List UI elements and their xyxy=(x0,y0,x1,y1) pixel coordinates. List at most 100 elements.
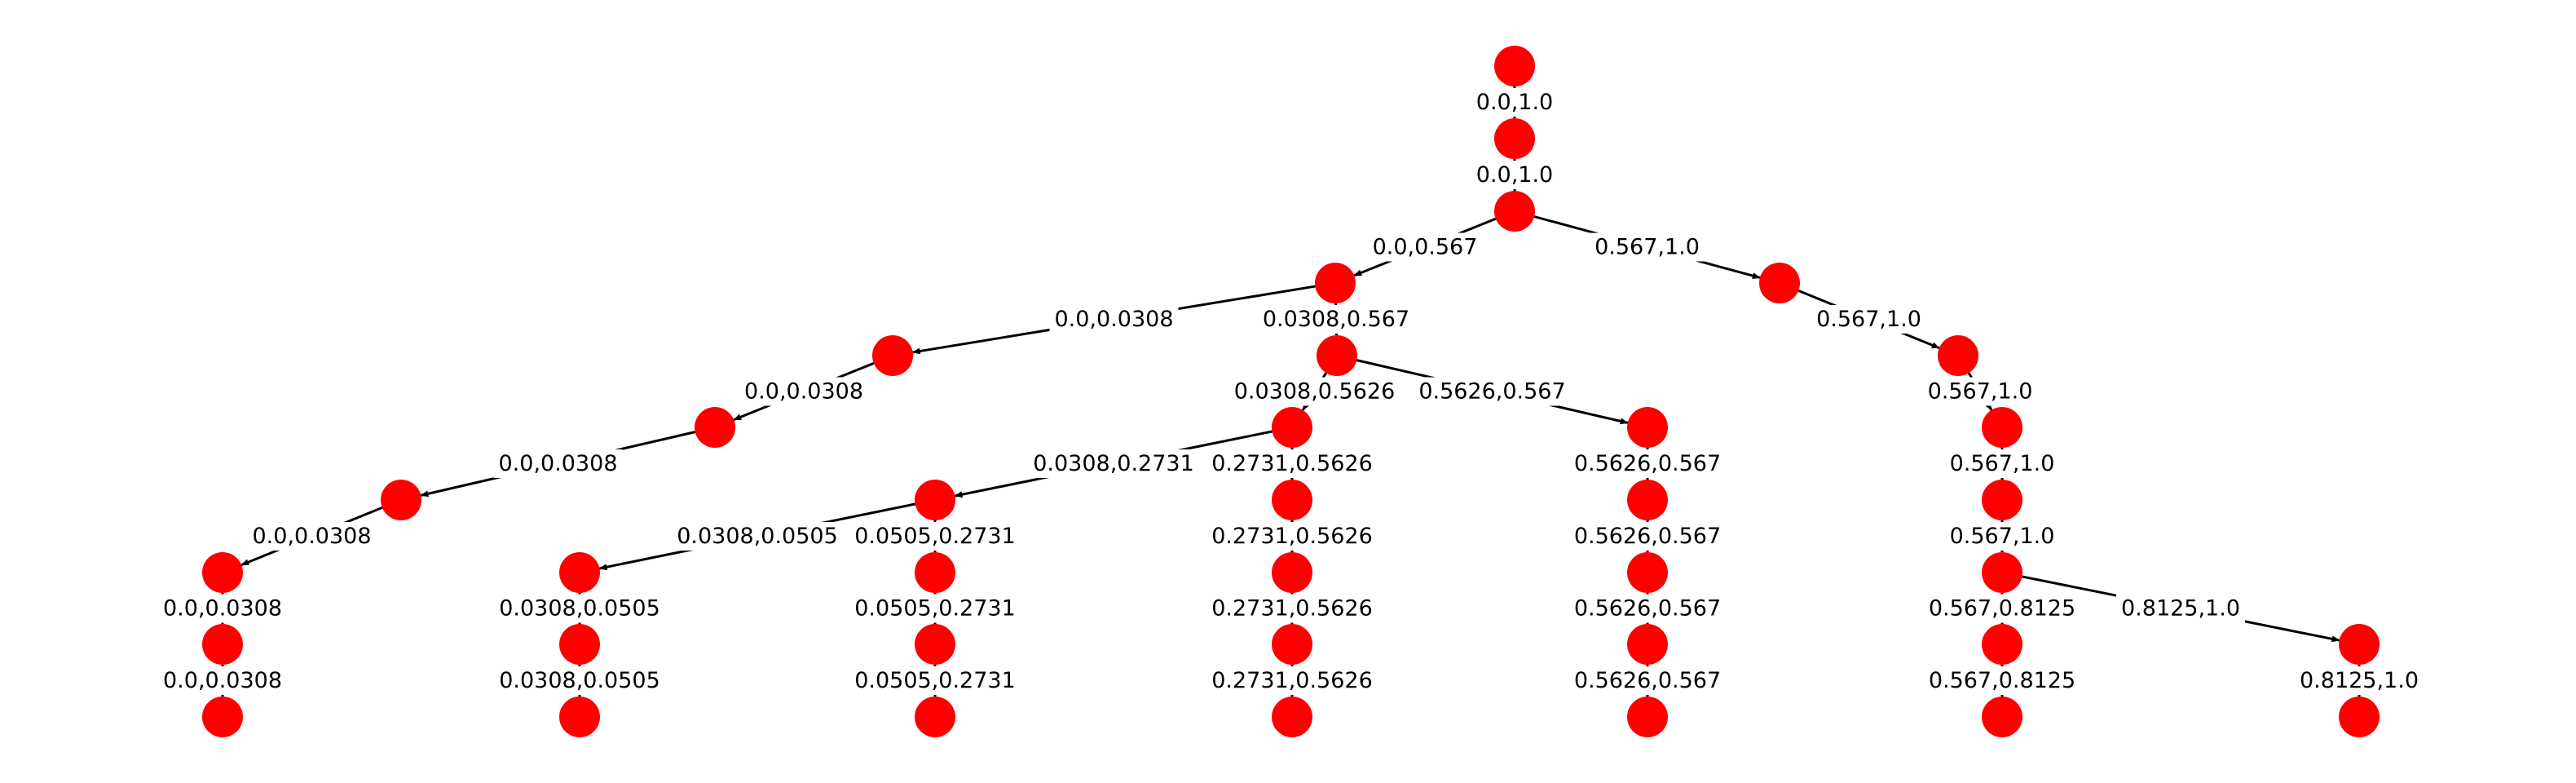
tree-node-n21 xyxy=(1627,552,1668,593)
edge-label: 0.2731,0.5626 xyxy=(1211,668,1373,693)
edge-label-group: 0.0308,0.0505 xyxy=(672,522,843,551)
edge-label: 0.2731,0.5626 xyxy=(1211,451,1373,476)
edge-label-background xyxy=(1206,522,1378,551)
edge-label-group: 0.0,1.0 xyxy=(1471,88,1559,117)
edge-label-group: 0.567,0.8125 xyxy=(1923,666,2081,695)
edge-label: 0.0,0.0308 xyxy=(1055,307,1174,332)
edge-label: 0.5626,0.567 xyxy=(1574,596,1721,622)
edge-label-background xyxy=(158,594,287,623)
edge-label-background xyxy=(1206,594,1378,623)
tree-node-n10 xyxy=(1627,407,1668,448)
edge-label: 0.0308,0.0505 xyxy=(499,596,660,622)
edge-label-group: 0.5626,0.567 xyxy=(1568,449,1727,478)
tree-node-n14 xyxy=(1272,480,1312,520)
edge-label-group: 0.5626,0.567 xyxy=(1568,594,1727,623)
edge-label-background xyxy=(1944,522,2060,551)
edge-label: 0.0505,0.2731 xyxy=(854,524,1016,549)
edge-label: 0.567,0.8125 xyxy=(1929,596,2075,622)
edge-label-group: 0.0,0.0308 xyxy=(493,449,623,478)
tree-node-n17 xyxy=(202,552,243,593)
edge-label-group: 0.0,0.0308 xyxy=(247,522,377,551)
edge-label: 0.0308,0.5626 xyxy=(1234,379,1396,405)
edge-label-background xyxy=(493,449,623,478)
edge-label-background xyxy=(1367,232,1483,262)
edge-label: 0.0,1.0 xyxy=(1476,162,1553,188)
edge-label-background xyxy=(1923,594,2081,623)
edge-label: 0.0308,0.2731 xyxy=(1033,451,1194,476)
edge-label: 0.0,0.567 xyxy=(1373,235,1478,260)
edge-label-background xyxy=(1471,88,1559,117)
edge-label-group: 0.8125,1.0 xyxy=(2295,666,2424,695)
edge-label-background xyxy=(1568,594,1727,623)
edge-label-group: 0.5626,0.567 xyxy=(1414,377,1571,406)
tree-node-n25 xyxy=(915,624,955,665)
edge-label-background xyxy=(1228,377,1400,406)
edge-label-group: 0.0505,0.2731 xyxy=(849,594,1021,623)
edge-label: 0.5626,0.567 xyxy=(1574,668,1721,693)
edge-label: 0.0,0.0308 xyxy=(163,596,282,622)
edge-label-group: 0.5626,0.567 xyxy=(1568,666,1727,695)
tree-node-n16 xyxy=(1982,480,2022,520)
edge-label-group: 0.567,1.0 xyxy=(1811,305,1926,334)
edge-label-background xyxy=(1568,522,1727,551)
edge-label-group: 0.0308,0.567 xyxy=(1257,305,1415,334)
tree-node-n29 xyxy=(2339,624,2380,665)
edge-label-background xyxy=(1028,449,1199,478)
edge-label-background xyxy=(2295,666,2424,695)
edge-label-background xyxy=(1049,305,1179,334)
edge-label-background xyxy=(1568,449,1727,478)
edge-label: 0.8125,1.0 xyxy=(2300,668,2419,693)
edge-label: 0.0,0.0308 xyxy=(744,379,863,405)
edge-label-background xyxy=(494,594,665,623)
edge-label: 0.0,0.0308 xyxy=(253,524,372,549)
tree-node-n22 xyxy=(1982,552,2022,593)
edge-label-background xyxy=(1922,377,2038,406)
edge-label-background xyxy=(158,666,287,695)
edge-label: 0.567,1.0 xyxy=(1595,235,1700,260)
tree-node-n28 xyxy=(1982,624,2022,665)
edge-label-background xyxy=(739,377,868,406)
edge-label: 0.567,1.0 xyxy=(1950,451,2055,476)
edge-label-group: 0.567,0.8125 xyxy=(1923,594,2081,623)
tree-node-n19 xyxy=(915,552,955,593)
edge-label-group: 0.8125,1.0 xyxy=(2116,594,2245,623)
edge-label: 0.0505,0.2731 xyxy=(854,596,1016,622)
edge-label-group: 0.0505,0.2731 xyxy=(849,666,1021,695)
edge-label-group: 0.0308,0.2731 xyxy=(1028,449,1199,478)
edge-label: 0.2731,0.5626 xyxy=(1211,524,1373,549)
edge-label-group: 0.567,1.0 xyxy=(1944,522,2060,551)
tree-node-n2 xyxy=(1494,191,1535,232)
edge-labels-layer: 0.0,1.0 0.0,1.0 0.0,0.567 0.567,1.0 0.0,0.03… xyxy=(158,88,2424,695)
edge-label-group: 0.567,1.0 xyxy=(1944,449,2060,478)
tree-node-n12 xyxy=(381,480,421,520)
edge-label-background xyxy=(849,522,1021,551)
edge-label: 0.0308,0.567 xyxy=(1263,307,1409,332)
tree-node-n5 xyxy=(872,335,913,376)
edge-label: 0.0505,0.2731 xyxy=(854,668,1016,693)
tree-node-n6 xyxy=(1317,335,1357,376)
edge-label-group: 0.0,0.0308 xyxy=(739,377,868,406)
tree-node-n9 xyxy=(1272,407,1312,448)
edge-label-group: 0.0505,0.2731 xyxy=(849,522,1021,551)
edge-label: 0.2731,0.5626 xyxy=(1211,596,1373,622)
tree-node-n34 xyxy=(1627,697,1668,737)
tree-node-n30 xyxy=(202,697,243,737)
edge-label: 0.0,0.0308 xyxy=(499,451,618,476)
edge-label-background xyxy=(1568,666,1727,695)
tree-node-n4 xyxy=(1759,263,1800,303)
tree-node-n36 xyxy=(2339,697,2380,737)
edge-label-group: 0.567,1.0 xyxy=(1922,377,2038,406)
edge-label-group: 0.0,0.0308 xyxy=(1049,305,1179,334)
edge-label: 0.5626,0.567 xyxy=(1418,379,1565,405)
tree-node-n18 xyxy=(559,552,600,593)
edge-label: 0.0,1.0 xyxy=(1476,90,1553,115)
tree-node-n23 xyxy=(202,624,243,665)
edge-label-group: 0.2731,0.5626 xyxy=(1206,522,1378,551)
tree-node-n0 xyxy=(1494,46,1535,86)
edge-label: 0.567,1.0 xyxy=(1816,307,1921,332)
tree-node-n24 xyxy=(559,624,600,665)
edge-label-background xyxy=(1590,232,1705,262)
edge-label: 0.0308,0.0505 xyxy=(499,668,660,693)
edge-label-background xyxy=(849,666,1021,695)
tree-node-n20 xyxy=(1272,552,1312,593)
